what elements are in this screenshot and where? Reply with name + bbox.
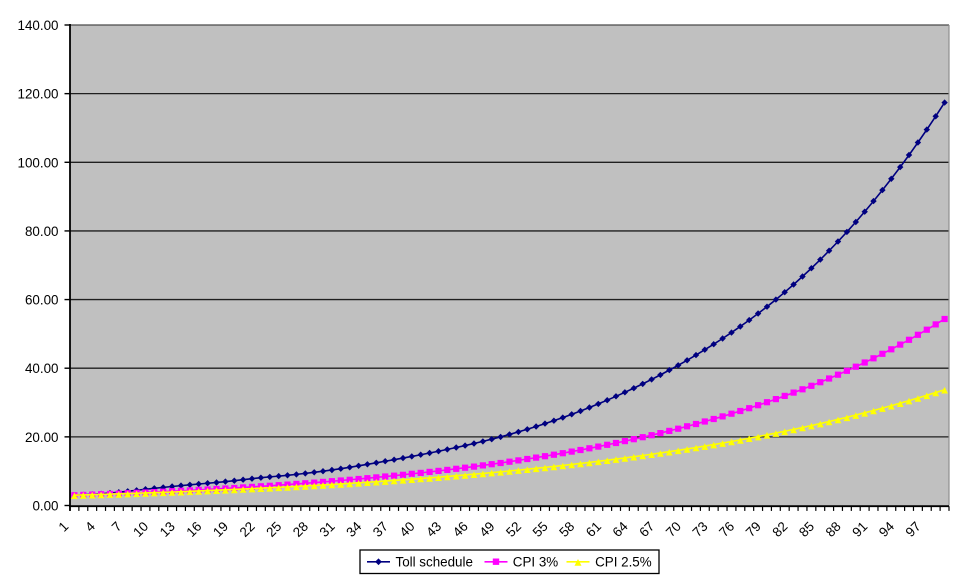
svg-text:Toll schedule: Toll schedule xyxy=(396,554,473,569)
svg-text:60.00: 60.00 xyxy=(25,293,59,308)
svg-text:CPI 3%: CPI 3% xyxy=(513,554,558,569)
svg-text:140.00: 140.00 xyxy=(18,18,59,33)
svg-text:CPI 2.5%: CPI 2.5% xyxy=(595,554,652,569)
svg-text:0.00: 0.00 xyxy=(32,499,58,514)
svg-text:40.00: 40.00 xyxy=(25,361,59,376)
svg-text:80.00: 80.00 xyxy=(25,224,59,239)
svg-text:20.00: 20.00 xyxy=(25,430,59,445)
svg-text:120.00: 120.00 xyxy=(18,87,59,102)
svg-text:100.00: 100.00 xyxy=(18,155,59,170)
